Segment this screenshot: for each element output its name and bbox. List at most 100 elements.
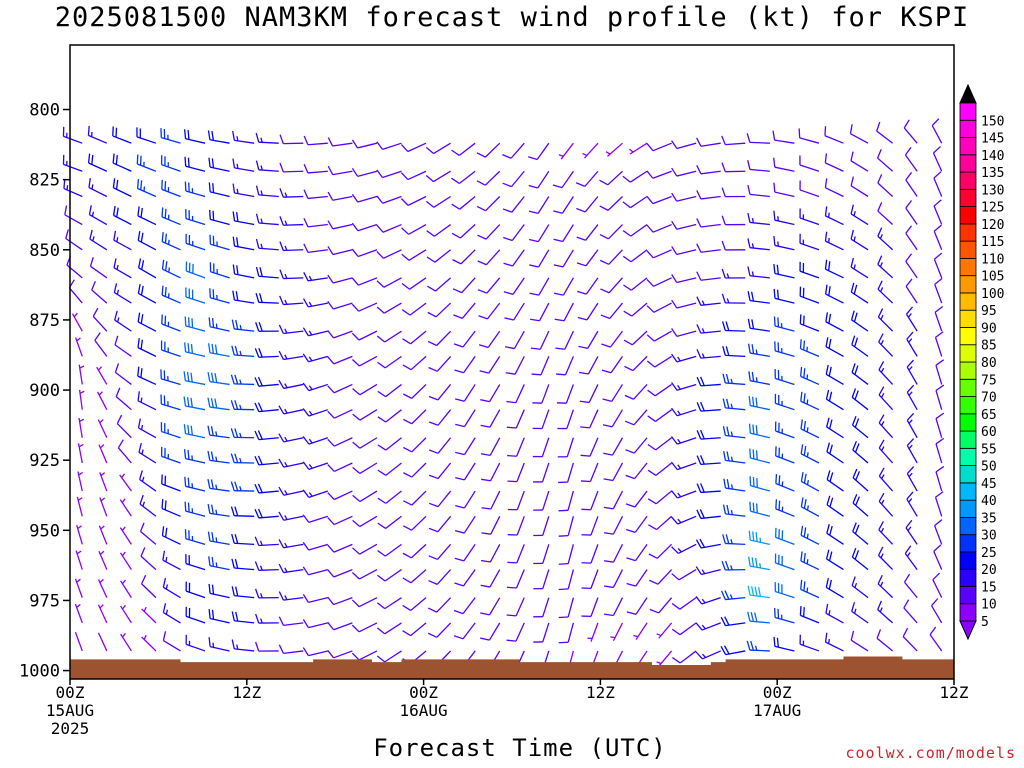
barb-flag-full (207, 425, 211, 436)
wind-barb (96, 366, 108, 385)
barb-flag-full (183, 371, 187, 381)
wind-barb (696, 218, 721, 228)
barb-staff (385, 490, 402, 504)
wind-barb (933, 252, 943, 279)
barb-flag-full (722, 534, 726, 544)
x-tick-label: 00Z (763, 683, 792, 702)
wind-barb (531, 356, 550, 376)
wind-barb (161, 259, 181, 279)
wind-barb (141, 634, 157, 652)
barb-flag-full (825, 549, 830, 560)
barb-flag-full (904, 146, 912, 156)
barb-staff (630, 195, 648, 209)
barb-flag-half (284, 192, 288, 198)
barb-flag-full (88, 205, 92, 215)
wind-barb (825, 603, 844, 624)
wind-barb (428, 569, 452, 585)
barb-flag-full (278, 405, 285, 415)
wind-barb (557, 409, 575, 430)
surface-fill (70, 656, 954, 679)
barb-flag-half (92, 236, 95, 242)
barb-flag-full (113, 258, 117, 268)
barb-staff (359, 543, 378, 555)
barb-flag-half (906, 552, 911, 557)
barb-staff (411, 383, 427, 399)
wind-barb (626, 569, 648, 587)
barb-flag-half (99, 444, 105, 449)
wind-barb (626, 543, 648, 562)
wind-barb (278, 433, 304, 443)
barb-staff (542, 490, 550, 511)
barb-flag-full (603, 613, 614, 617)
barb-flag-full (187, 424, 190, 435)
barb-flag-full (670, 461, 678, 471)
wind-barb (851, 363, 869, 385)
wind-barb (161, 232, 181, 251)
wind-barb (558, 569, 575, 591)
barb-flag-full (453, 343, 464, 348)
barb-staff (435, 277, 452, 292)
wind-barb (503, 277, 525, 296)
barb-flag-full (136, 179, 140, 189)
barb-flag-full (825, 389, 830, 400)
barb-flag-full (302, 436, 310, 445)
barb-flag-full (878, 414, 885, 424)
wind-barb (800, 391, 820, 411)
barb-staff (676, 330, 697, 338)
barb-staff (932, 579, 943, 598)
wind-barb (602, 409, 624, 428)
wind-barb (207, 450, 230, 464)
barb-flag-full (647, 389, 656, 397)
barb-flag-full (747, 611, 751, 622)
barb-flag-full (403, 446, 413, 453)
barb-flag-half (121, 551, 126, 557)
wind-barb (480, 622, 501, 641)
wind-barb (647, 437, 673, 451)
barb-flag-full (773, 182, 776, 193)
wind-barb (773, 157, 795, 172)
barb-flag-half (633, 634, 639, 638)
barb-staff (658, 597, 673, 614)
barb-staff (437, 462, 452, 479)
barb-flag-half (91, 184, 94, 190)
barb-staff (631, 302, 648, 317)
barb-flag-full (600, 288, 610, 294)
wind-barb (425, 170, 451, 183)
barb-flag-full (757, 586, 762, 597)
barb-flag-full (575, 182, 586, 187)
barb-staff (489, 384, 501, 403)
barb-flag-half (558, 154, 564, 157)
barb-flag-half (751, 243, 755, 249)
barb-flag-full (231, 345, 235, 356)
barb-flag-full (671, 628, 681, 636)
wind-barb (825, 364, 844, 386)
barb-flag-full (829, 525, 833, 536)
wind-barb (502, 196, 525, 213)
barb-flag-full (210, 398, 214, 408)
barb-flag-full (230, 374, 235, 385)
x-tick-label: 2025 (51, 719, 90, 738)
colorbar-swatch (959, 257, 977, 277)
barb-staff (486, 302, 501, 320)
wind-barb (696, 165, 721, 175)
wind-barb (400, 195, 427, 206)
wind-barb (137, 312, 157, 332)
wind-barb (137, 338, 157, 357)
wind-barb (480, 544, 501, 563)
wind-barb (825, 312, 844, 332)
barb-flag-full (208, 637, 211, 647)
barb-flag-half (143, 606, 147, 612)
barb-flag-full (905, 200, 913, 209)
barb-flag-full (403, 500, 413, 506)
barb-flag-full (480, 424, 491, 428)
wind-barb (580, 462, 599, 483)
barb-flag-half (656, 633, 662, 637)
barb-flag-half (76, 337, 81, 342)
barb-flag-full (824, 231, 828, 242)
barb-staff (333, 383, 353, 394)
barb-staff (632, 355, 648, 372)
barb-staff (333, 330, 353, 339)
wind-barb (88, 205, 108, 226)
barb-staff (564, 356, 574, 376)
barb-flag-full (327, 274, 334, 284)
